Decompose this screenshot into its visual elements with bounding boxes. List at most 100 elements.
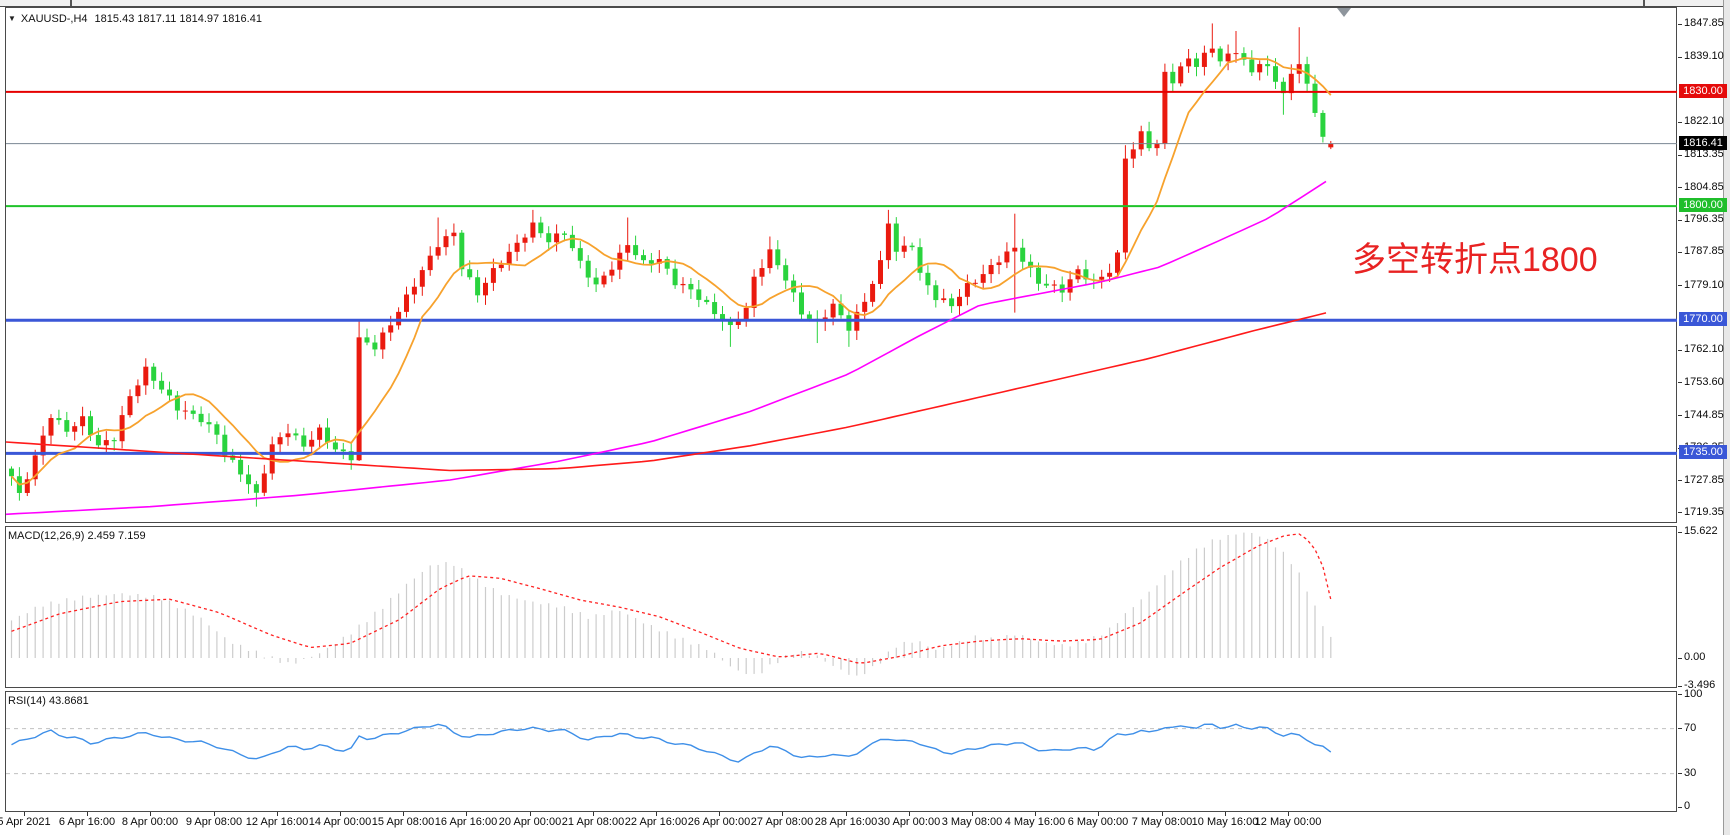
time-axis-label: 6 May 00:00 bbox=[1067, 816, 1129, 828]
axis-tick bbox=[1678, 531, 1682, 533]
time-axis-label: 28 Apr 16:00 bbox=[814, 816, 878, 828]
price-badge: 1770.00 bbox=[1679, 312, 1727, 327]
time-axis-tick bbox=[1162, 812, 1163, 816]
price-tick-label: 1762.10 bbox=[1684, 343, 1724, 356]
axis-tick bbox=[1678, 773, 1682, 775]
price-tick-label: 1804.85 bbox=[1684, 180, 1724, 193]
axis-tick bbox=[1678, 694, 1682, 696]
time-axis-label: 9 Apr 08:00 bbox=[185, 816, 243, 828]
time-axis-tick bbox=[656, 812, 657, 816]
time-axis-label: 21 Apr 08:00 bbox=[561, 816, 625, 828]
time-axis-tick bbox=[1098, 812, 1099, 816]
time-axis-tick bbox=[593, 812, 594, 816]
price-tick-label: 1796.35 bbox=[1684, 213, 1724, 225]
time-axis-label: 15 Apr 08:00 bbox=[371, 816, 435, 828]
time-axis-tick bbox=[466, 812, 467, 816]
axis-tick bbox=[1678, 121, 1682, 123]
rsi-tick-label: 0 bbox=[1684, 800, 1691, 813]
rsi-tick-label: 30 bbox=[1684, 766, 1697, 779]
macd-tick-label: -3.496 bbox=[1684, 679, 1716, 692]
macd-label: MACD(12,26,9) 2.459 7.159 bbox=[8, 530, 146, 542]
axis-tick bbox=[1678, 657, 1682, 659]
price-badge: 1816.41 bbox=[1679, 135, 1727, 150]
time-axis-tick bbox=[972, 812, 973, 816]
price-tick-label: 1787.85 bbox=[1684, 245, 1724, 258]
time-axis-label: 30 Apr 00:00 bbox=[877, 816, 941, 828]
axis-tick bbox=[1678, 219, 1682, 221]
time-axis-label: 12 Apr 16:00 bbox=[245, 816, 309, 828]
price-badge: 1830.00 bbox=[1679, 83, 1727, 98]
axis-tick bbox=[1678, 480, 1682, 482]
axis-tick bbox=[1678, 728, 1682, 730]
time-axis-label: 10 May 16:00 bbox=[1191, 816, 1259, 828]
time-axis-tick bbox=[719, 812, 720, 816]
time-axis-tick bbox=[87, 812, 88, 816]
symbol-info[interactable]: ▼ XAUUSD-,H4 1815.43 1817.11 1814.97 1816.… bbox=[8, 13, 262, 25]
axis-tick bbox=[1678, 154, 1682, 156]
time-axis-tick bbox=[1035, 812, 1036, 816]
time-axis-label: 8 Apr 00:00 bbox=[121, 816, 179, 828]
time-axis-label: 5 Apr 2021 bbox=[0, 816, 51, 828]
price-tick-label: 1753.60 bbox=[1684, 375, 1724, 388]
time-axis-tick bbox=[403, 812, 404, 816]
price-tick-label: 1813.35 bbox=[1684, 148, 1724, 161]
time-axis-label: 26 Apr 00:00 bbox=[687, 816, 751, 828]
macd-tick-label: 0.00 bbox=[1684, 651, 1706, 663]
axis-tick bbox=[1678, 56, 1682, 58]
symbol-title: XAUUSD-,H4 bbox=[20, 13, 88, 25]
symbol-quote: 1815.43 1817.11 1814.97 1816.41 bbox=[94, 13, 262, 25]
axis-tick bbox=[1678, 415, 1682, 417]
axis-tick bbox=[1678, 382, 1682, 384]
macd-tick-label: 15.622 bbox=[1684, 525, 1718, 538]
axis-tick bbox=[1678, 23, 1682, 25]
axis-tick bbox=[1678, 285, 1682, 287]
symbol-dropdown-icon[interactable]: ▼ bbox=[8, 14, 16, 23]
axis-tick bbox=[1678, 806, 1682, 808]
axis-tick bbox=[1678, 685, 1682, 687]
price-badge: 1800.00 bbox=[1679, 198, 1727, 213]
price-tick-label: 1779.10 bbox=[1684, 278, 1724, 291]
time-axis-tick bbox=[150, 812, 151, 816]
time-axis-label: 6 Apr 16:00 bbox=[58, 816, 116, 828]
price-annotation[interactable]: 多空转折点1800 bbox=[1352, 241, 1598, 279]
price-tick-label: 1719.35 bbox=[1684, 505, 1724, 518]
time-axis-tick bbox=[277, 812, 278, 816]
time-axis-tick bbox=[1225, 812, 1226, 816]
price-tick-label: 1744.85 bbox=[1684, 408, 1724, 421]
main-chart-panel[interactable] bbox=[5, 7, 1677, 523]
chart-scroll-marker-icon[interactable] bbox=[1337, 8, 1351, 17]
rsi-tick-label: 70 bbox=[1684, 721, 1697, 734]
time-axis-label: 20 Apr 00:00 bbox=[498, 816, 562, 828]
rsi-panel[interactable] bbox=[5, 691, 1677, 812]
price-tick-label: 1822.10 bbox=[1684, 115, 1724, 127]
price-tick-label: 1727.85 bbox=[1684, 473, 1724, 486]
right-gutter bbox=[1723, 0, 1730, 835]
axis-tick bbox=[1678, 512, 1682, 514]
top-strip-tick bbox=[1643, 0, 1645, 6]
price-tick-label: 1847.85 bbox=[1684, 17, 1724, 29]
time-axis-label: 14 Apr 00:00 bbox=[308, 816, 372, 828]
time-axis-label: 3 May 08:00 bbox=[941, 816, 1003, 828]
rsi-tick-label: 100 bbox=[1684, 687, 1703, 700]
time-axis-tick bbox=[846, 812, 847, 816]
rsi-label: RSI(14) 43.8681 bbox=[8, 695, 89, 707]
axis-tick bbox=[1678, 251, 1682, 253]
time-axis-tick bbox=[782, 812, 783, 816]
window-top-strip bbox=[0, 0, 1730, 7]
time-axis-label: 16 Apr 16:00 bbox=[434, 816, 498, 828]
time-axis-label: 27 Apr 08:00 bbox=[750, 816, 814, 828]
time-axis-label: 7 May 08:00 bbox=[1131, 816, 1193, 828]
axis-tick bbox=[1678, 349, 1682, 351]
price-badge: 1735.00 bbox=[1679, 445, 1727, 460]
time-axis-label: 22 Apr 16:00 bbox=[624, 816, 688, 828]
price-tick-label: 1839.10 bbox=[1684, 50, 1724, 63]
time-axis-tick bbox=[1288, 812, 1289, 816]
time-axis-tick bbox=[24, 812, 25, 816]
axis-tick bbox=[1678, 187, 1682, 189]
time-axis-tick bbox=[214, 812, 215, 816]
time-axis-tick bbox=[909, 812, 910, 816]
top-strip-tick bbox=[70, 0, 72, 6]
time-axis-tick bbox=[340, 812, 341, 816]
time-axis-tick bbox=[530, 812, 531, 816]
